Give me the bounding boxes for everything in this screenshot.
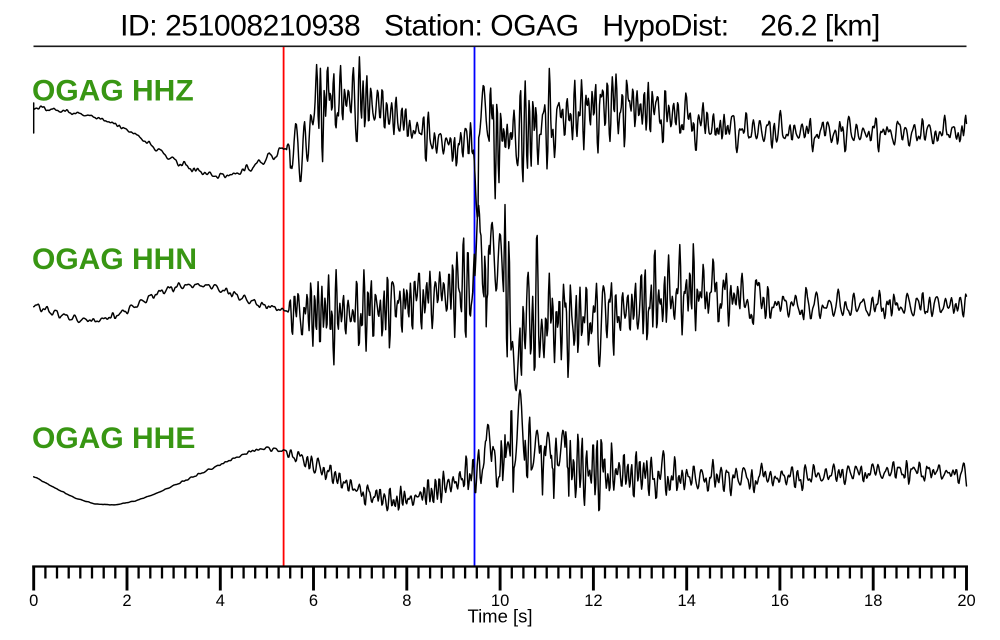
svg-text:20: 20 [957, 592, 975, 610]
svg-text:OGAG HHE: OGAG HHE [32, 422, 195, 455]
svg-text:Time [s]: Time [s] [467, 606, 532, 627]
svg-text:0: 0 [29, 592, 38, 610]
svg-text:4: 4 [216, 592, 225, 610]
svg-text:6: 6 [309, 592, 318, 610]
svg-text:OGAG HHZ: OGAG HHZ [32, 75, 194, 108]
svg-text:8: 8 [402, 592, 411, 610]
svg-text:ID: 251008210938 Station: OG: ID: 251008210938 Station: OGAG HypoDist:… [120, 10, 880, 43]
svg-text:OGAG HHN: OGAG HHN [32, 243, 197, 276]
svg-text:10: 10 [491, 592, 509, 610]
svg-text:14: 14 [678, 592, 696, 610]
svg-text:16: 16 [771, 592, 789, 610]
svg-text:12: 12 [584, 592, 602, 610]
svg-text:2: 2 [122, 592, 131, 610]
svg-text:18: 18 [864, 592, 882, 610]
